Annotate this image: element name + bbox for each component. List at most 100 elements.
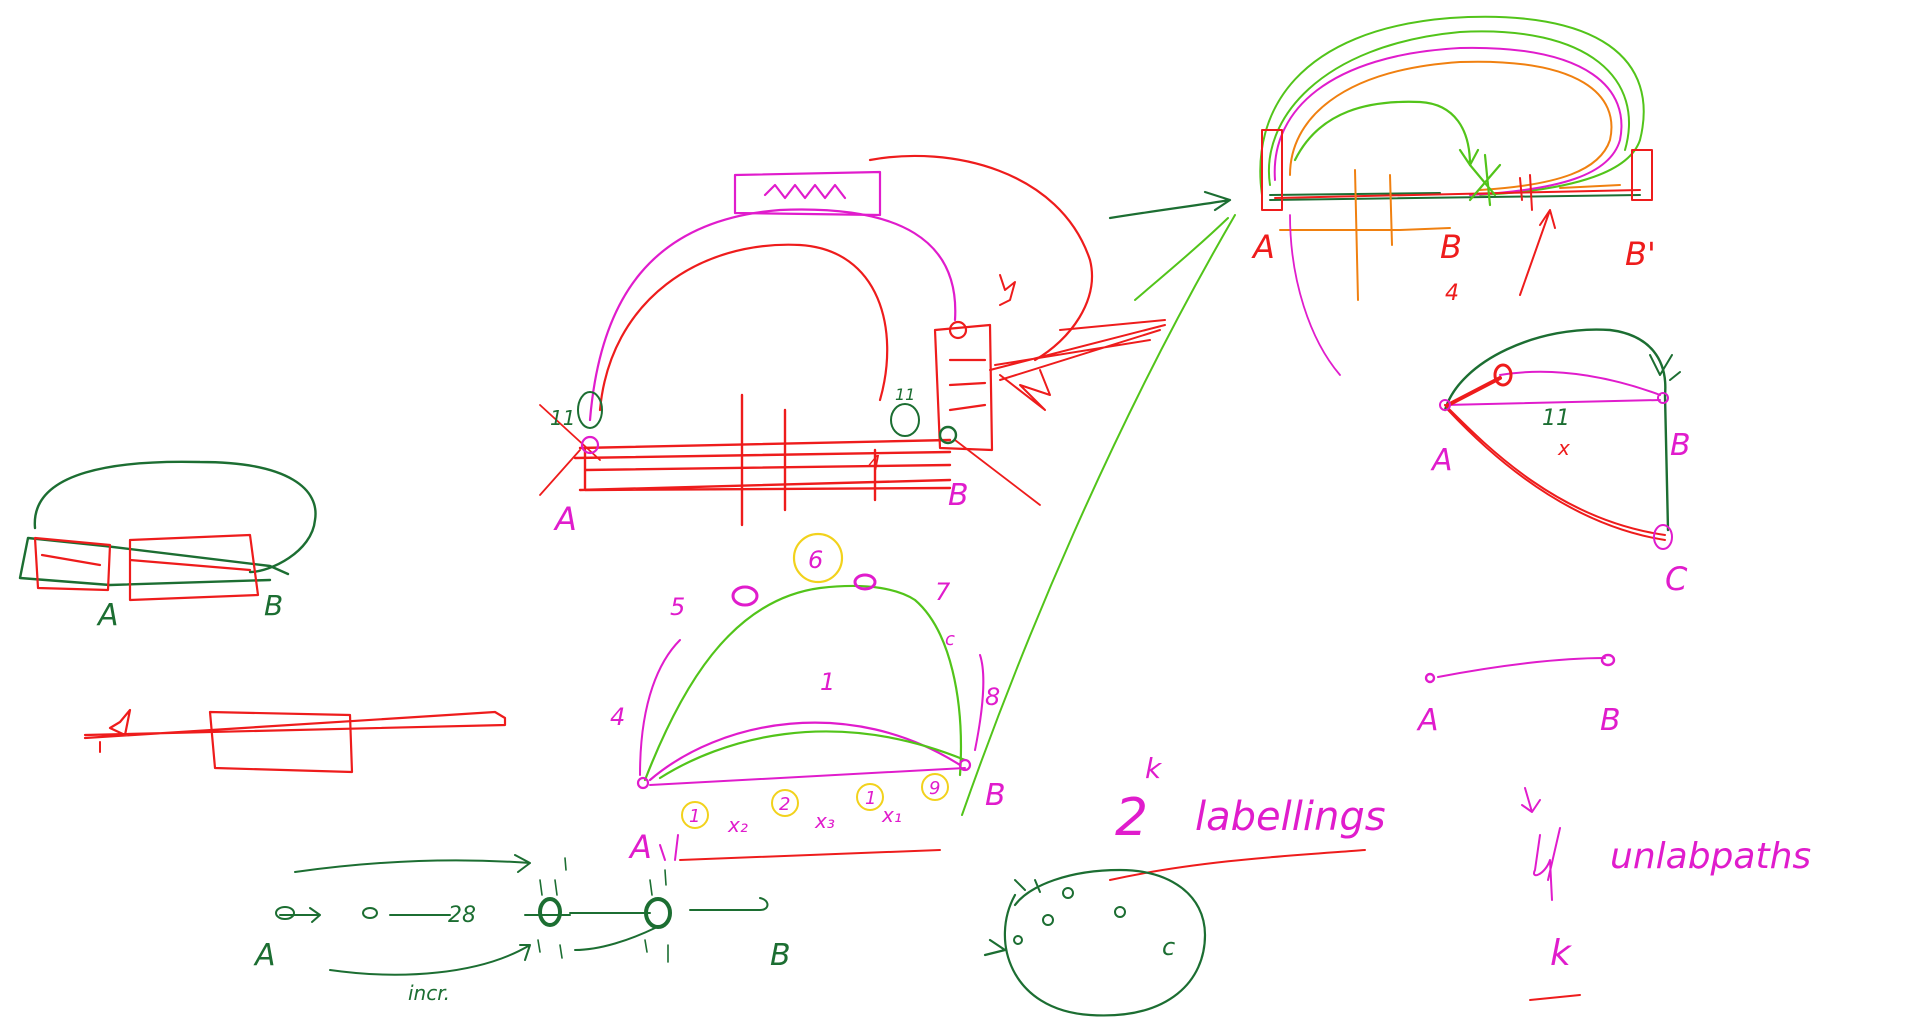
linking-arrows [961,190,1236,816]
labellings-base: 2 [1115,788,1148,848]
labellings-exp: k [1145,752,1163,785]
chain-label-28: 28 [448,903,476,928]
tri-label-c: C [1665,560,1688,598]
arc-yellow-c4 [921,773,949,801]
left-red-segment [83,708,507,774]
labellings-underline [1109,849,1366,881]
arc-label-c3: 1 [865,788,876,809]
arc-yellow-c3 [856,783,884,811]
arc-label-x3: x₃ [814,809,835,833]
left-dome [33,460,317,574]
left-label-b: B [264,589,283,622]
triangle-diagram: 11 x A B C [1430,328,1691,598]
arc-label-c1: 1 [689,806,700,827]
chain-diagram: 28 A B incr. [253,854,791,1005]
arc-label-a: A [628,828,652,866]
tri-label-b: B [1670,428,1691,463]
middle-scribble [989,319,1166,411]
tr-green-loop-1 [1259,15,1645,196]
unlab-word: unlabpaths [1610,836,1811,877]
tr-orange-lines [1279,169,1621,301]
tri-label-11: 11 [1542,406,1570,431]
middle-label-4: 4 [868,451,881,475]
arc-label-6: 6 [808,546,823,574]
tr-green-loop-2 [1267,30,1630,186]
tr-left-box [1261,129,1283,211]
middle-ticks [740,393,877,527]
tri-red-sides [1444,404,1666,541]
chain-node-dark-1 [538,897,562,927]
middle-magenta-box [733,170,882,217]
arc-label-1: 1 [820,668,835,696]
tri-magenta-top [1444,370,1661,406]
middle-red-arc [598,243,889,412]
tr-label-b: B [1440,228,1462,266]
middle-bars [573,438,952,492]
arc-label-b: B [985,778,1006,813]
middle-red-big-arc [868,154,1093,362]
left-red-box [33,536,112,592]
left-sketch: A B [18,460,317,633]
arc-label-5: 5 [670,593,685,621]
middle-label-11b: 11 [895,385,915,404]
unlab-scribble [1533,827,1561,901]
chain-top-arrow [294,854,531,873]
lightgreen-long-line-2 [1134,217,1229,301]
labellings-word: labellings [1195,794,1386,840]
chain-label-incr: incr. [408,981,450,1005]
arc-label-c4: 9 [929,778,940,799]
arc-magenta-outer [639,639,985,776]
tr-right-box [1631,149,1653,201]
arc-outer [643,584,963,782]
tr-label-a: A [1251,228,1275,266]
tri-label-a: A [1430,443,1453,478]
arc-label-x1: x₁ [881,803,902,827]
tr-label-4: 4 [1445,281,1459,306]
tr-orange-loop [1289,60,1613,191]
loop-diagram: c [983,868,1207,1017]
arc-diagram: 6 5 7 4 8 1 c 1 2 1 9 x₂ x₃ x₁ A B [610,532,1006,866]
tri-label-x: x [1557,436,1570,460]
chain-node-dark-2 [644,897,672,929]
tr-bars-red [1274,189,1641,199]
arc-label-c2: 2 [779,794,790,815]
arc-label-c: c [945,629,955,650]
labellings-note: 2 k labellings [1109,752,1386,881]
chain-label-b: B [770,938,791,973]
arc-label-x2: x₂ [727,813,748,837]
segment-label-b: B [1600,703,1621,738]
arc-inner-green [658,730,967,780]
middle-label-a: A [553,500,577,538]
left-base-lines [18,536,290,587]
chain-main [279,897,769,923]
tri-green-top [1443,328,1670,532]
loop-green [983,868,1207,1017]
middle-label-11: 11 [550,406,575,430]
middle-box-right [933,323,994,452]
middle-node-b [938,425,958,445]
tr-magenta-tail [1289,214,1341,376]
arc-yellow-c2 [771,789,799,817]
left-label-a: A [96,598,119,633]
middle-cross-lines [539,404,1041,506]
chain-label-a: A [253,938,276,973]
lightgreen-long-line [961,214,1236,816]
arc-label-7: 7 [935,578,951,606]
middle-node-a [580,435,600,455]
middle-magenta-arc [588,208,957,422]
tr-label-bp: B' [1625,235,1656,273]
chain-bottom-arrow [329,927,656,976]
tri-red-spoke [1446,376,1502,407]
top-right-diagram: A B B' 4 [1251,15,1656,376]
middle-label-b: B [948,478,969,513]
arc-base [649,767,966,786]
unlab-k: k [1550,933,1573,974]
unlabpaths-note: unlabpaths k [1521,787,1811,1001]
tr-red-arrow [1519,209,1556,296]
unlab-underline [1529,994,1581,1001]
green-arrow-top [1108,190,1232,220]
tr-inner-green [1293,100,1480,167]
left-red-bar [128,533,260,602]
segment-label-a: A [1416,703,1439,738]
